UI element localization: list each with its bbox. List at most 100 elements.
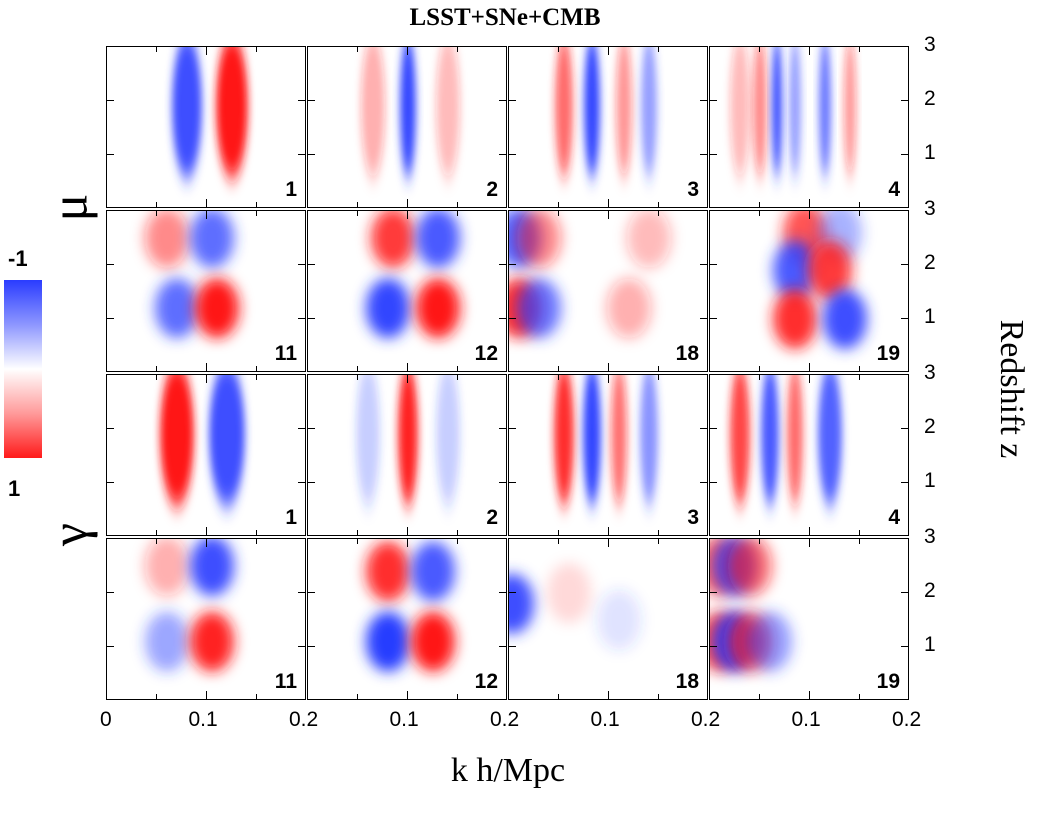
heat-stripe-1 — [209, 375, 245, 506]
panel-svg — [555, 47, 657, 178]
heat-cell-1 — [190, 539, 234, 596]
x-tick-label: 0 — [100, 708, 112, 731]
x-tick-mark — [859, 694, 860, 699]
panel-mode-label: 19 — [876, 670, 900, 693]
x-tick-mark — [357, 366, 358, 371]
heat-cell-3 — [411, 611, 455, 672]
x-tick-mark — [457, 539, 458, 544]
y-tick-label: 3 — [924, 361, 936, 384]
x-tick-mark — [759, 694, 760, 699]
y-tick-mark — [107, 100, 114, 101]
heat-stripe-1 — [584, 47, 600, 178]
panel-mode-label: 2 — [486, 178, 498, 201]
x-tick-mark — [206, 199, 207, 207]
x-tick-mark — [457, 211, 458, 216]
x-tick-label: 0.2 — [490, 708, 520, 731]
panel-mu-4: 4 — [709, 46, 909, 208]
heat-stripe-1 — [216, 47, 248, 178]
y-tick-mark — [710, 264, 717, 265]
heat-cell-3 — [517, 278, 561, 339]
y-tick-mark — [107, 482, 114, 483]
x-tick-mark — [256, 375, 257, 380]
heat-stripe-2 — [436, 47, 460, 178]
x-tick-mark — [407, 539, 408, 547]
x-tick-mark — [558, 694, 559, 699]
x-tick-mark — [407, 47, 408, 55]
y-tick-mark — [308, 100, 315, 101]
y-tick-mark — [298, 428, 305, 429]
x-tick-mark — [859, 530, 860, 535]
y-tick-label: 3 — [924, 525, 936, 548]
y-tick-mark — [710, 154, 717, 155]
panel-mode-label: 4 — [888, 506, 900, 529]
colorbar-max-label: 1 — [8, 476, 21, 501]
panel-mu-2: 2 — [307, 46, 507, 208]
x-tick-mark — [457, 202, 458, 207]
x-tick-mark — [608, 375, 609, 383]
panel-mode-label: 1 — [285, 506, 297, 529]
heatmap-grid: 1 2 3 4 11 12 18 19 1 2 3 4 11 12 18 19 — [106, 46, 910, 702]
panel-svg — [509, 563, 641, 650]
x-tick-mark — [809, 527, 810, 535]
y-tick-mark — [700, 318, 707, 319]
heat-stripe-2 — [611, 375, 627, 506]
panel-mode-label: 18 — [675, 342, 699, 365]
x-tick-label: 0.1 — [188, 708, 218, 731]
y-axis-label: Redshift z — [993, 319, 1030, 459]
heat-stripe-4 — [819, 47, 831, 178]
y-tick-mark — [107, 264, 114, 265]
heat-stripe-0 — [361, 47, 385, 178]
heat-cell-2 — [728, 539, 772, 596]
x-tick-mark — [608, 199, 609, 207]
x-tick-mark — [256, 539, 257, 544]
x-tick-mark — [759, 375, 760, 380]
panel-gamma-11: 11 — [106, 538, 306, 700]
y-tick-mark — [509, 428, 516, 429]
x-tick-mark — [608, 211, 609, 219]
heat-cell-5 — [607, 278, 651, 339]
panel-svg — [509, 211, 671, 339]
y-tick-mark — [107, 318, 114, 319]
y-tick-mark — [298, 482, 305, 483]
x-tick-mark — [156, 375, 157, 380]
y-tick-mark — [298, 154, 305, 155]
x-tick-mark — [407, 375, 408, 383]
x-tick-mark — [558, 211, 559, 216]
y-tick-mark — [298, 646, 305, 647]
heat-cell-1 — [547, 563, 591, 623]
y-tick-mark — [107, 592, 114, 593]
x-tick-mark — [206, 363, 207, 371]
x-tick-label: 0.1 — [389, 708, 419, 731]
y-tick-mark — [298, 592, 305, 593]
y-tick-label: 1 — [924, 469, 936, 492]
y-tick-mark — [308, 592, 315, 593]
x-tick-mark — [558, 530, 559, 535]
x-tick-mark — [558, 366, 559, 371]
y-tick-mark — [700, 646, 707, 647]
y-tick-mark — [308, 482, 315, 483]
heat-cell-4 — [627, 211, 671, 268]
y-tick-mark — [901, 646, 908, 647]
x-tick-mark — [457, 366, 458, 371]
x-tick-mark — [809, 211, 810, 219]
x-tick-mark — [206, 691, 207, 699]
y-tick-mark — [509, 100, 516, 101]
colorbar — [4, 280, 42, 458]
panel-mu-1: 1 — [106, 46, 306, 208]
x-tick-mark — [809, 363, 810, 371]
heat-stripe-1 — [753, 47, 767, 178]
x-tick-mark — [558, 375, 559, 380]
y-tick-mark — [901, 592, 908, 593]
x-tick-mark — [608, 691, 609, 699]
y-tick-mark — [499, 264, 506, 265]
y-tick-mark — [710, 100, 717, 101]
heat-cell-3 — [416, 278, 460, 339]
y-tick-mark — [499, 428, 506, 429]
panel-svg — [730, 47, 856, 178]
heat-cell-0 — [366, 541, 410, 602]
y-tick-mark — [499, 592, 506, 593]
x-tick-mark — [206, 375, 207, 383]
x-tick-mark — [457, 47, 458, 52]
x-tick-mark — [809, 375, 810, 383]
heat-cell-3 — [195, 278, 239, 339]
